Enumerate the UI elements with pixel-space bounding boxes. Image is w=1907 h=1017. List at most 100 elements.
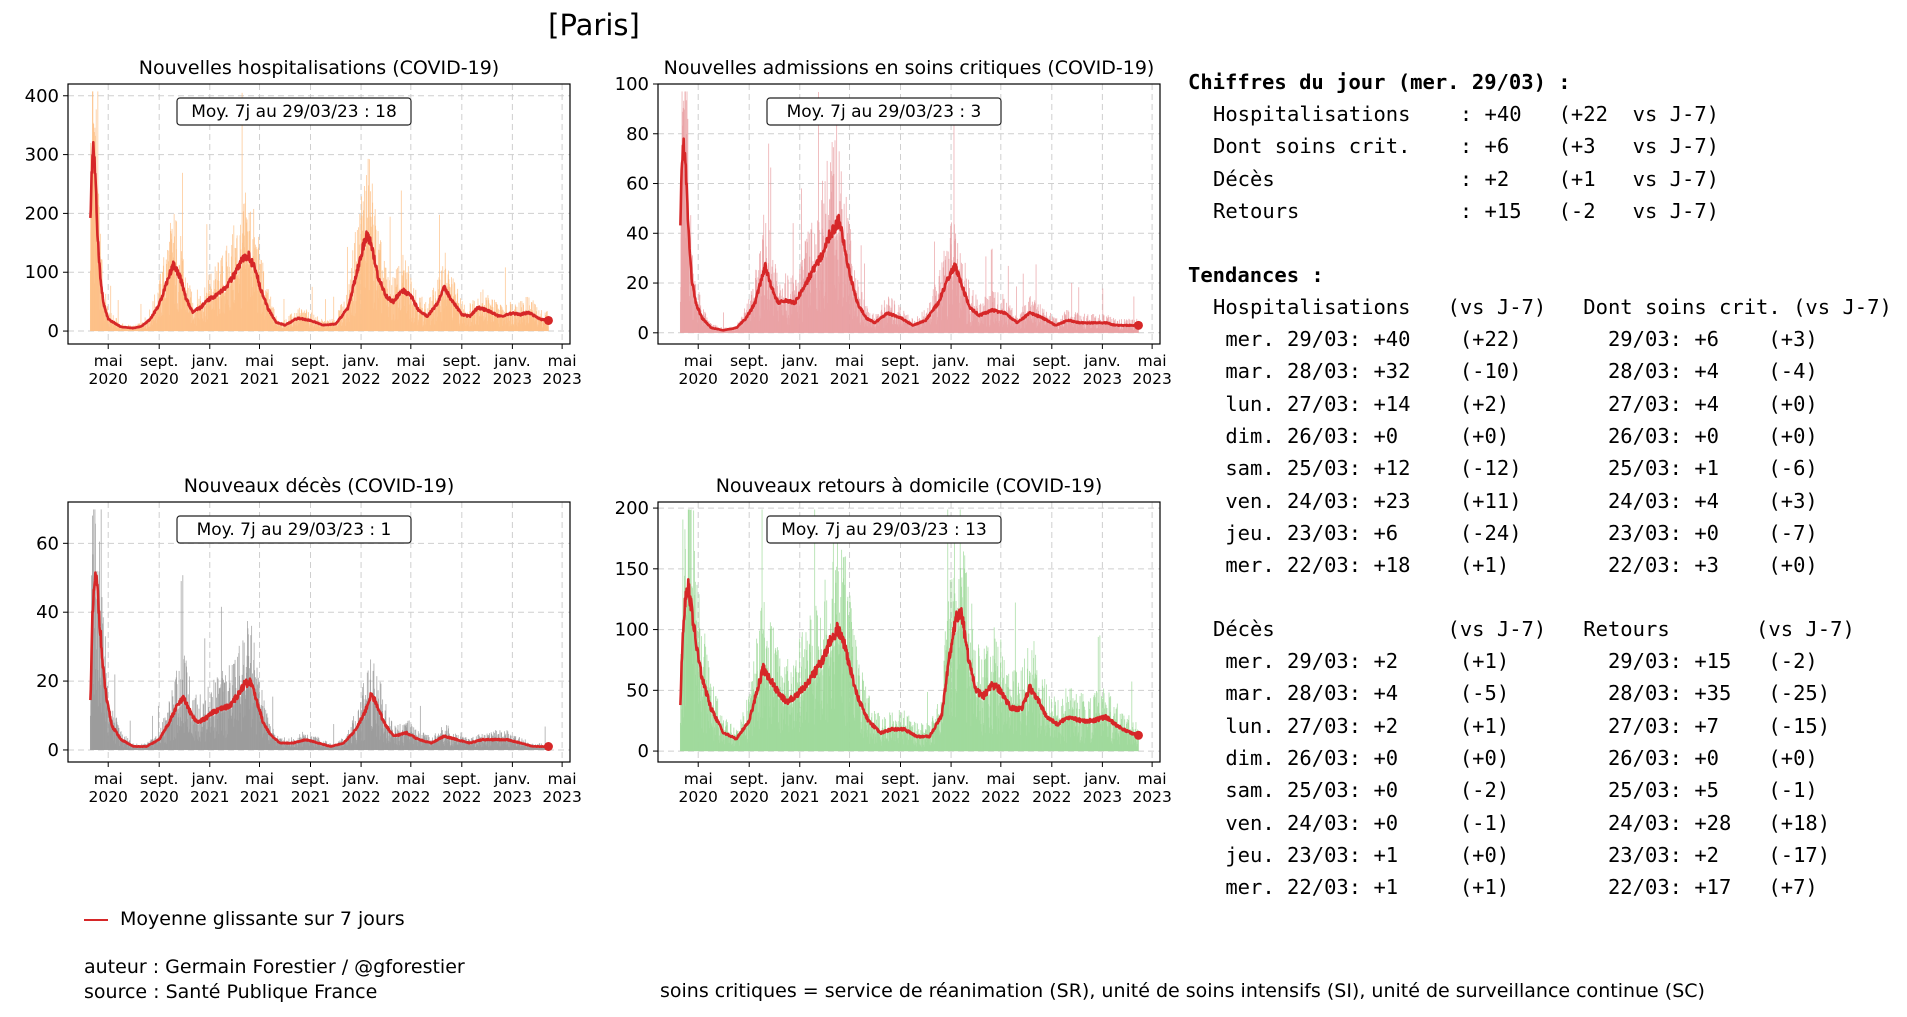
daily-bar: [985, 256, 987, 333]
stats-row: Hospitalisations : +40 (+22 vs J-7): [1213, 102, 1720, 126]
source-credit: source : Santé Publique France: [84, 981, 378, 1003]
y-tick-label: 100: [615, 620, 649, 641]
daily-bar: [217, 262, 219, 332]
daily-bar: [454, 283, 456, 332]
daily-bar: [868, 695, 870, 752]
daily-bar: [1102, 288, 1104, 333]
stats-row: Retours : +15 (-2 vs J-7): [1213, 198, 1720, 223]
hosp-trends-header: Hospitalisations (vs J-7) Dont soins cri…: [1213, 295, 1892, 319]
daily-bar: [251, 625, 253, 750]
daily-bar: [182, 172, 183, 332]
legend-line-swatch: [84, 918, 108, 921]
daily-bar: [850, 608, 852, 752]
x-tick-year: 2022: [442, 788, 481, 806]
plot-frame: [67, 83, 571, 345]
x-tick-year: 2021: [190, 370, 229, 388]
x-tick-month: sept.: [291, 352, 329, 370]
x-tick-month: mai: [1138, 352, 1167, 370]
daily-bar: [843, 556, 845, 752]
stats-row: lun. 27/03: +14 (+2) 27/03: +4 (+0): [1213, 391, 1818, 416]
daily-bar: [723, 312, 724, 333]
x-tick-month: sept.: [1033, 770, 1071, 788]
footnote: soins critiques = service de réanimation…: [660, 980, 1705, 1002]
daily-bar: [761, 509, 763, 752]
daily-bar: [140, 303, 142, 332]
x-tick-month: sept.: [881, 770, 919, 788]
x-tick-month: janv.: [191, 352, 229, 370]
daily-bar: [1022, 273, 1024, 333]
mean-line: [89, 140, 550, 330]
x-tick-month: sept.: [730, 352, 768, 370]
daily-bar: [419, 705, 421, 750]
daily-bar: [792, 223, 794, 333]
x-tick-month: janv.: [781, 352, 819, 370]
chart-deces: Nouveaux décès (COVID-19) 0 20 40 60 mai 2020 s…: [0, 475, 590, 806]
daily-bar: [991, 248, 993, 333]
x-tick-year: 2021: [830, 370, 869, 388]
daily-bar: [844, 556, 846, 752]
x-tick-year: 2022: [981, 370, 1020, 388]
daily-bar: [860, 245, 862, 333]
x-tick-year: 2022: [442, 370, 481, 388]
annotation-text: Moy. 7j au 29/03/23 : 1: [197, 520, 392, 540]
daily-bar: [245, 192, 246, 332]
x-tick-month: sept.: [291, 770, 329, 788]
daily-bar: [1007, 265, 1009, 333]
x-tick-year: 2021: [881, 370, 920, 388]
x-tick-year: 2021: [291, 370, 330, 388]
x-tick-month: janv.: [781, 770, 819, 788]
stats-row: jeu. 23/03: +6 (-24) 23/03: +0 (-7): [1213, 520, 1818, 545]
y-tick-label: 200: [25, 203, 59, 224]
daily-bar: [855, 639, 857, 752]
x-tick-year: 2023: [493, 788, 532, 806]
chart-hospitalisations: Nouvelles hospitalisations (COVID-19) 0 10…: [0, 57, 590, 388]
x-tick-year: 2020: [139, 370, 178, 388]
last-point: [543, 315, 553, 325]
stats-row: mer. 29/03: +40 (+22) 29/03: +6 (+3): [1213, 327, 1818, 351]
daily-bars-area: [680, 603, 1139, 752]
x-tick-month: sept.: [443, 770, 481, 788]
daily-bar: [1138, 739, 1139, 752]
daily-bar: [220, 606, 222, 750]
y-tick-label: 0: [638, 323, 649, 344]
annotation-text: Moy. 7j au 29/03/23 : 18: [191, 102, 397, 122]
page-title: [Paris]: [548, 8, 640, 42]
x-tick-year: 2021: [190, 788, 229, 806]
y-tick-label: 60: [626, 174, 649, 195]
credits: auteur : Germain Forestier / @gforestier…: [84, 955, 465, 1005]
y-tick-label: 80: [626, 124, 649, 145]
daily-bar: [1000, 639, 1002, 752]
x-tick-year: 2020: [678, 370, 717, 388]
daily-bar: [504, 267, 506, 332]
x-tick-month: mai: [245, 352, 274, 370]
x-tick-year: 2021: [240, 788, 279, 806]
chart-title: Nouveaux retours à domicile (COVID-19): [716, 475, 1103, 497]
daily-bar: [238, 645, 240, 750]
x-tick-year: 2021: [780, 788, 819, 806]
daily-bar: [849, 602, 851, 752]
author-credit: auteur : Germain Forestier / @gforestier: [84, 956, 465, 978]
daily-bar: [346, 246, 348, 332]
daily-bar: [114, 674, 116, 750]
daily-bar: [129, 720, 131, 750]
daily-bar: [204, 638, 206, 750]
stats-row: sam. 25/03: +0 (-2) 25/03: +5 (-1): [1213, 778, 1818, 803]
chart-svg: Nouveaux décès (COVID-19)0204060mai2020s…: [36, 475, 582, 806]
x-tick-month: sept.: [140, 352, 178, 370]
daily-bar: [861, 672, 863, 752]
x-tick-month: janv.: [191, 770, 229, 788]
x-tick-month: sept.: [730, 770, 768, 788]
legend: Moyenne glissante sur 7 jours: [84, 908, 405, 930]
x-tick-month: mai: [396, 352, 425, 370]
daily-bar: [951, 222, 952, 333]
stats-row: ven. 24/03: +0 (-1) 24/03: +28 (+18): [1213, 810, 1831, 835]
daily-bar: [815, 605, 817, 752]
daily-bar: [152, 715, 153, 750]
daily-bar: [1016, 286, 1017, 333]
x-tick-year: 2023: [493, 370, 532, 388]
x-tick-month: mai: [835, 770, 864, 788]
chart-svg: Nouveaux retours à domicile (COVID-19)05…: [615, 475, 1172, 806]
daily-bar: [157, 705, 159, 750]
daily-bar: [1131, 681, 1133, 752]
daily-bar: [806, 238, 808, 333]
